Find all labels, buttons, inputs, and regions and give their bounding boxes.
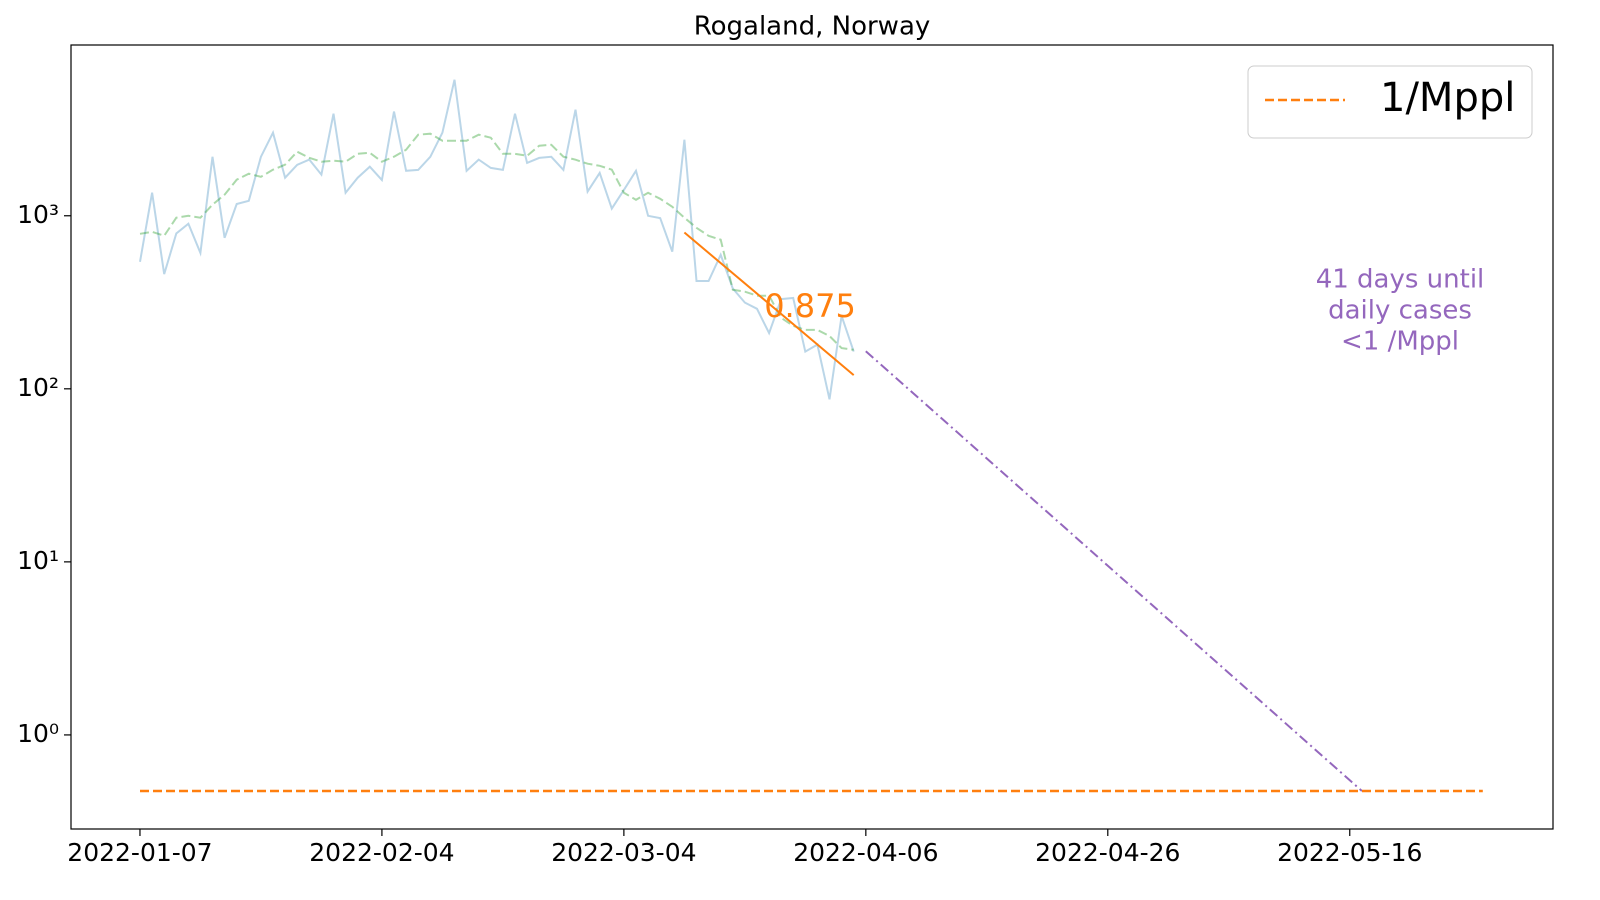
annotation: 41 days until: [1316, 265, 1485, 295]
y-tick-label: 10¹: [17, 546, 59, 575]
series-line: [865, 350, 1363, 792]
y-tick-label: 10²: [17, 373, 59, 402]
x-tick-label: 2022-04-06: [793, 838, 938, 867]
series-line: [683, 231, 855, 376]
x-tick-label: 2022-02-04: [309, 838, 454, 867]
plot-frame: [70, 44, 1554, 830]
annotation: <1 /Mppl: [1341, 327, 1459, 357]
x-tick-label: 2022-05-16: [1277, 838, 1422, 867]
x-tick-label: 2022-04-26: [1035, 838, 1180, 867]
y-tick-label: 10⁰: [17, 719, 59, 748]
series-line: [139, 132, 854, 351]
y-tick-label: 10³: [17, 200, 59, 229]
legend-box: [1247, 65, 1533, 139]
x-tick-label: 2022-01-07: [67, 838, 212, 867]
annotation: 0.875: [764, 287, 856, 325]
legend-label: 1/Mppl: [1380, 75, 1515, 121]
chart-title: Rogaland, Norway: [694, 12, 931, 42]
x-tick-label: 2022-03-04: [551, 838, 696, 867]
series-line: [139, 79, 855, 400]
annotation: daily cases: [1328, 296, 1472, 326]
